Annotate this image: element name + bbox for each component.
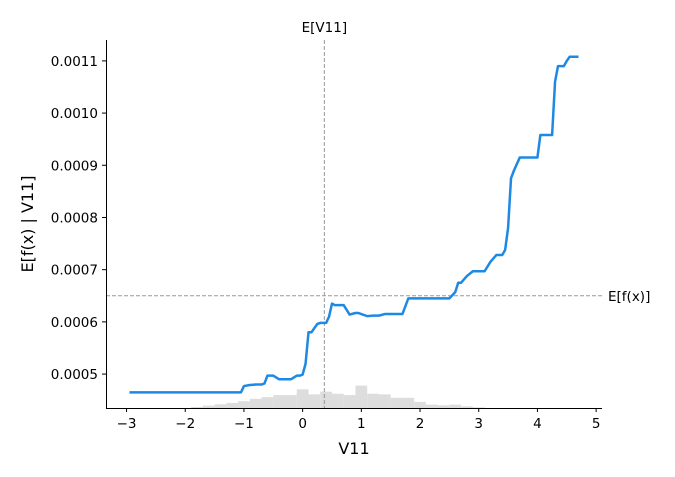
y-tick-label: 0.0009 bbox=[51, 158, 98, 174]
histogram-bar bbox=[331, 393, 344, 408]
x-tick-label: 5 bbox=[592, 416, 601, 432]
y-tick-label: 0.0010 bbox=[51, 106, 98, 122]
histogram-bar bbox=[214, 404, 227, 408]
histogram-bar bbox=[202, 405, 215, 408]
x-tick-label: −2 bbox=[175, 416, 195, 432]
histogram-bar bbox=[238, 401, 250, 408]
y-axis-title: E[f(x) | V11] bbox=[18, 175, 37, 272]
x-axis-title: V11 bbox=[338, 439, 369, 458]
histogram-bar bbox=[449, 404, 462, 408]
histogram-bar bbox=[390, 397, 403, 408]
x-tick-label: 1 bbox=[357, 416, 366, 432]
histogram-bar bbox=[355, 385, 368, 408]
x-tick-label: −3 bbox=[117, 416, 137, 432]
x-tick-label: 0 bbox=[298, 416, 307, 432]
histogram-bar bbox=[308, 394, 321, 408]
histogram-bar bbox=[191, 406, 203, 408]
histogram-bar bbox=[273, 395, 286, 408]
histogram-bar bbox=[425, 404, 438, 408]
histogram-bar bbox=[367, 393, 379, 408]
histogram bbox=[191, 385, 485, 408]
histogram-bar bbox=[296, 389, 309, 408]
y-tick-label: 0.0005 bbox=[51, 367, 98, 383]
y-tick-label: 0.0011 bbox=[51, 54, 98, 70]
x-tick-label: 3 bbox=[474, 416, 483, 432]
y-tick-label: 0.0007 bbox=[51, 263, 98, 279]
x-tick-label: 4 bbox=[533, 416, 542, 432]
histogram-bar bbox=[226, 402, 239, 408]
histogram-bar bbox=[378, 394, 391, 408]
x-tick-label: −1 bbox=[234, 416, 254, 432]
histogram-bar bbox=[461, 406, 473, 408]
histogram-bar bbox=[402, 397, 415, 408]
histogram-bar bbox=[261, 397, 274, 408]
series-line bbox=[129, 55, 579, 394]
histogram-bar bbox=[249, 398, 262, 408]
reference-lines bbox=[106, 40, 602, 408]
histogram-bar bbox=[343, 395, 356, 408]
histogram-bar bbox=[414, 401, 426, 408]
expected-value-y-label: E[f(x)] bbox=[608, 289, 650, 305]
histogram-bar bbox=[437, 405, 450, 408]
histogram-bar bbox=[320, 391, 332, 408]
axes bbox=[106, 40, 602, 409]
histogram-bar bbox=[472, 407, 485, 408]
y-tick-label: 0.0008 bbox=[51, 210, 98, 226]
histogram-bar bbox=[285, 395, 297, 408]
y-ticks: 0.0005 0.0006 0.0007 0.0008 0.0009 0.0010 0.00… bbox=[51, 54, 106, 383]
x-tick-label: 2 bbox=[416, 416, 425, 432]
y-tick-label: 0.0006 bbox=[51, 315, 98, 331]
x-ticks: −3 −2 −1 0 1 2 3 4 5 bbox=[117, 408, 601, 432]
expected-value-x-label: E[V11] bbox=[302, 20, 347, 36]
